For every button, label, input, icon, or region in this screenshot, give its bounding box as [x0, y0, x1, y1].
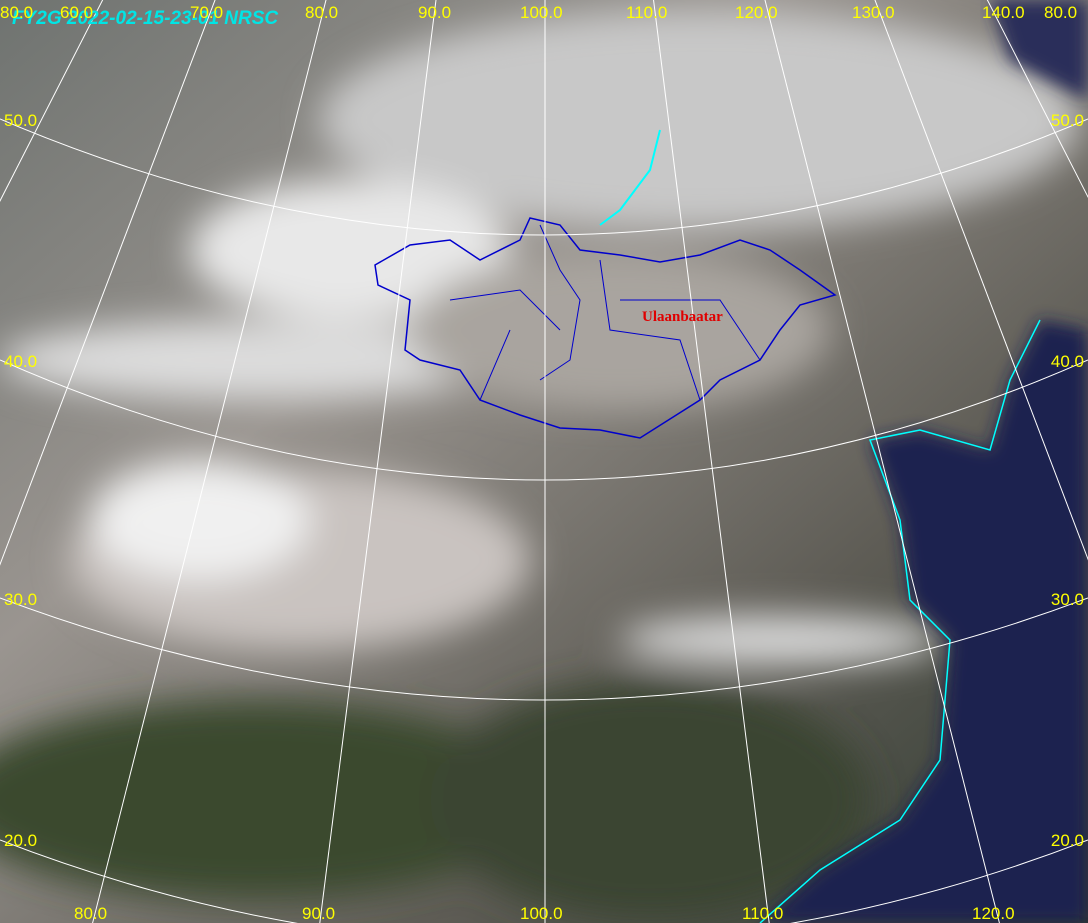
longitude-label: 60.0 — [60, 3, 93, 22]
city-label: Ulaanbaatar — [642, 309, 723, 325]
longitude-label: 100.0 — [520, 3, 563, 22]
longitude-label: 70.0 — [190, 3, 223, 22]
latitude-label: 40.0 — [1051, 352, 1084, 371]
longitude-label: 80.0 — [74, 904, 107, 923]
longitude-label: 80.0 — [305, 3, 338, 22]
latitude-label: 50.0 — [4, 111, 37, 130]
longitude-line — [986, 0, 1088, 199]
longitude-label: 100.0 — [520, 904, 563, 923]
longitude-label: 110.0 — [626, 3, 667, 22]
latitude-label: 30.0 — [4, 590, 37, 609]
latitude-line — [0, 359, 1088, 481]
longitude-label: 90.0 — [302, 904, 335, 923]
latitude-label: 40.0 — [4, 352, 37, 371]
longitude-label: 110.0 — [742, 904, 783, 923]
latitude-label: 20.0 — [4, 831, 37, 850]
longitude-line — [92, 0, 327, 923]
longitude-line — [764, 0, 1000, 923]
province-borders — [449, 224, 761, 401]
longitude-label: 130.0 — [852, 3, 895, 22]
latitude-label: 50.0 — [1051, 111, 1084, 130]
longitude-line — [0, 0, 104, 202]
map-title: FY2G 2022-02-15-23-01 NRSC — [12, 8, 278, 29]
longitude-label: 80.0 — [1044, 3, 1077, 22]
longitude-label: 90.0 — [418, 3, 451, 22]
ocean — [760, 320, 1088, 923]
cloud-cover — [0, 10, 1080, 920]
coastline — [759, 319, 1041, 923]
latitude-label: 30.0 — [1051, 590, 1084, 609]
longitude-line — [874, 0, 1088, 561]
mongolia-border — [374, 217, 837, 439]
longitude-line — [0, 0, 216, 566]
latitude-line — [0, 118, 1088, 236]
longitude-label: 80.0 — [0, 3, 33, 22]
longitude-line — [319, 0, 437, 923]
ocean — [990, 0, 1088, 100]
latitude-line — [0, 839, 1088, 923]
latitude-label: 20.0 — [1051, 831, 1084, 850]
latitude-line — [0, 597, 1088, 701]
lake-baikal — [599, 129, 661, 226]
longitude-label: 120.0 — [735, 3, 778, 22]
longitude-label: 120.0 — [972, 904, 1015, 923]
longitude-label: 140.0 — [982, 3, 1025, 22]
longitude-line — [653, 0, 770, 923]
